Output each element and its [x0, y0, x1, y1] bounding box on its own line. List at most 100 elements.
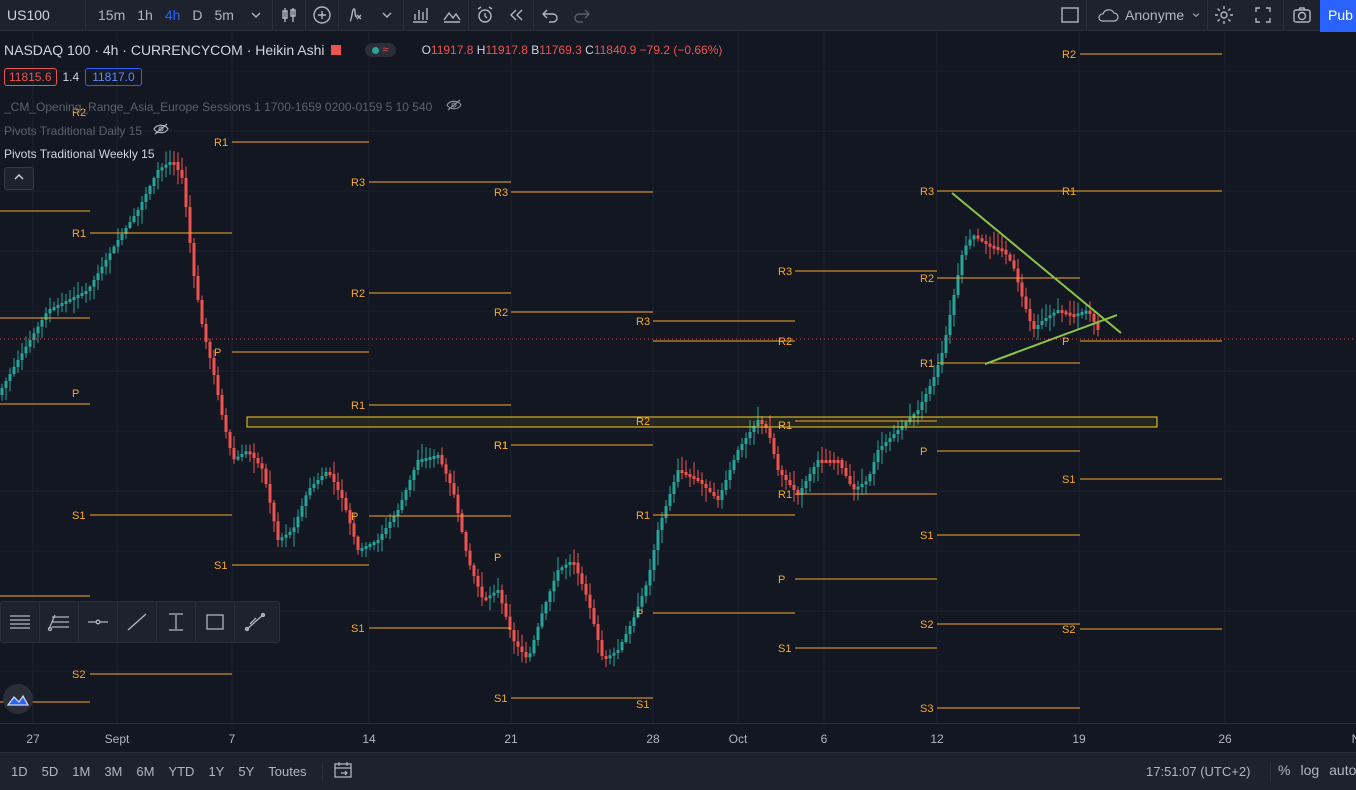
- range-3m[interactable]: 3M: [104, 764, 123, 779]
- candle-body: [684, 472, 688, 475]
- interval-dropdown-icon[interactable]: [240, 0, 272, 30]
- chart-pane[interactable]: R2 R1 R3 R2 R1 P S1 S2 R3 R2 R1 P S1 R3 R2 R1 P S1 R3 R2 R1 P…: [0, 31, 1356, 723]
- alert-icon[interactable]: [469, 0, 501, 30]
- range-all[interactable]: Toutes: [268, 764, 307, 779]
- horizontal-lines-tool-icon[interactable]: [1, 602, 40, 642]
- market-status-badge[interactable]: ≈: [364, 43, 396, 57]
- interval-5m[interactable]: 5m: [214, 7, 234, 23]
- indicator-pivots-daily[interactable]: Pivots Traditional Daily 15: [4, 123, 170, 138]
- candle-body: [688, 474, 692, 477]
- candle-body: [648, 570, 652, 586]
- pivot-label: P: [636, 608, 643, 620]
- range-5d[interactable]: 5D: [41, 764, 59, 779]
- candle-body: [756, 420, 760, 426]
- interval-d[interactable]: D: [192, 7, 203, 23]
- candle-body: [548, 591, 552, 602]
- camera-icon[interactable]: [1286, 0, 1318, 30]
- pivot-label: R1: [920, 358, 934, 370]
- percent-scale-toggle[interactable]: %: [1278, 762, 1291, 778]
- time-tick: 28: [646, 732, 660, 746]
- interval-4h[interactable]: 4h: [164, 7, 181, 23]
- candle-body: [56, 305, 60, 308]
- indicators-dropdown-icon[interactable]: [371, 0, 403, 30]
- candle-body: [724, 480, 728, 490]
- candle-body: [536, 626, 540, 640]
- candle-body: [240, 454, 244, 457]
- range-1m[interactable]: 1M: [72, 764, 91, 779]
- account-menu[interactable]: Anonyme: [1090, 0, 1209, 30]
- hidden-eye-icon[interactable]: [153, 123, 170, 138]
- candle-body: [204, 324, 208, 342]
- descending-trendline: [951, 192, 1122, 334]
- financials-icon[interactable]: [404, 0, 436, 30]
- candle-body: [588, 594, 592, 608]
- sell-button[interactable]: 11815.6: [4, 68, 57, 86]
- hidden-eye-icon[interactable]: [445, 99, 462, 114]
- candle-body: [844, 468, 848, 476]
- settings-gear-icon[interactable]: [1208, 0, 1240, 30]
- candle-body: [524, 652, 528, 658]
- clock-timezone[interactable]: 17:51:07 (UTC+2): [1146, 764, 1251, 779]
- candle-body: [960, 255, 964, 275]
- pivot-label: S1: [920, 530, 933, 542]
- replay-icon[interactable]: [501, 0, 533, 30]
- candle-body: [160, 167, 164, 171]
- candle-body: [624, 634, 628, 642]
- symbol-search[interactable]: US100: [0, 0, 86, 30]
- candle-body: [88, 286, 92, 291]
- legend-title[interactable]: NASDAQ 100 · 4h · CURRENCYCOM · Heikin A…: [4, 42, 325, 58]
- fib-tool-icon[interactable]: [40, 602, 79, 642]
- candle-body: [348, 510, 352, 524]
- rectangle-tool-icon[interactable]: [196, 602, 235, 642]
- candle-body: [992, 245, 996, 249]
- candle-body: [584, 584, 588, 595]
- interval-15m[interactable]: 15m: [98, 7, 126, 23]
- range-1d[interactable]: 1D: [11, 764, 28, 779]
- goto-date-icon[interactable]: [333, 761, 353, 782]
- candle-body: [636, 606, 640, 618]
- publish-button[interactable]: Pub: [1320, 0, 1356, 32]
- candle-body: [244, 451, 248, 455]
- redo-icon[interactable]: [566, 0, 598, 30]
- range-1y[interactable]: 1Y: [208, 764, 225, 779]
- candle-body: [144, 194, 148, 202]
- candle-body: [312, 484, 316, 488]
- candle-body: [408, 480, 412, 490]
- price-range-icon[interactable]: [157, 602, 196, 642]
- candle-body: [112, 246, 116, 254]
- candle-body: [824, 460, 828, 463]
- candle-body: [428, 457, 432, 460]
- horizontal-ray-icon[interactable]: [79, 602, 118, 642]
- layout-icon[interactable]: [1054, 0, 1086, 30]
- indicator-pivots-weekly[interactable]: Pivots Traditional Weekly 15: [4, 147, 155, 161]
- collapse-legend-button[interactable]: [4, 167, 34, 190]
- candle-body: [180, 170, 184, 178]
- buy-button[interactable]: 11817.0: [85, 68, 142, 86]
- chart-style-icon[interactable]: [273, 0, 305, 30]
- candle-body: [1060, 310, 1064, 313]
- candle-body: [256, 458, 260, 464]
- candle-body: [104, 260, 108, 267]
- templates-icon[interactable]: [436, 0, 468, 30]
- auto-scale-toggle[interactable]: auto: [1329, 762, 1356, 778]
- undo-icon[interactable]: [534, 0, 566, 30]
- range-6m[interactable]: 6M: [136, 764, 155, 779]
- tradingview-logo-icon[interactable]: [3, 684, 33, 714]
- candle-body: [896, 430, 900, 434]
- path-tool-icon[interactable]: [235, 602, 274, 642]
- indicators-icon[interactable]: [339, 0, 371, 30]
- candle-body: [0, 388, 4, 395]
- fullscreen-icon[interactable]: [1247, 0, 1279, 30]
- pivot-label: R1: [214, 137, 228, 149]
- flag-icon: [330, 45, 341, 55]
- range-5y[interactable]: 5Y: [238, 764, 255, 779]
- log-scale-toggle[interactable]: log: [1300, 762, 1320, 778]
- price-chart[interactable]: R2 R1 R3 R2 R1 P S1 S2 R3 R2 R1 P S1 R3 R2 R1 P S1 R3 R2 R1 P…: [0, 31, 1356, 723]
- pivot-label: R3: [778, 266, 792, 278]
- range-ytd[interactable]: YTD: [168, 764, 195, 779]
- indicator-opening-range[interactable]: _CM_Opening_Range_Asia_Europe Sessions 1…: [4, 99, 462, 114]
- compare-add-icon[interactable]: [306, 0, 338, 30]
- interval-1h[interactable]: 1h: [137, 7, 153, 23]
- trend-line-icon[interactable]: [118, 602, 157, 642]
- time-axis[interactable]: 27 Sept 7 14 21 28 Oct 6 12 19 26 N: [0, 723, 1356, 753]
